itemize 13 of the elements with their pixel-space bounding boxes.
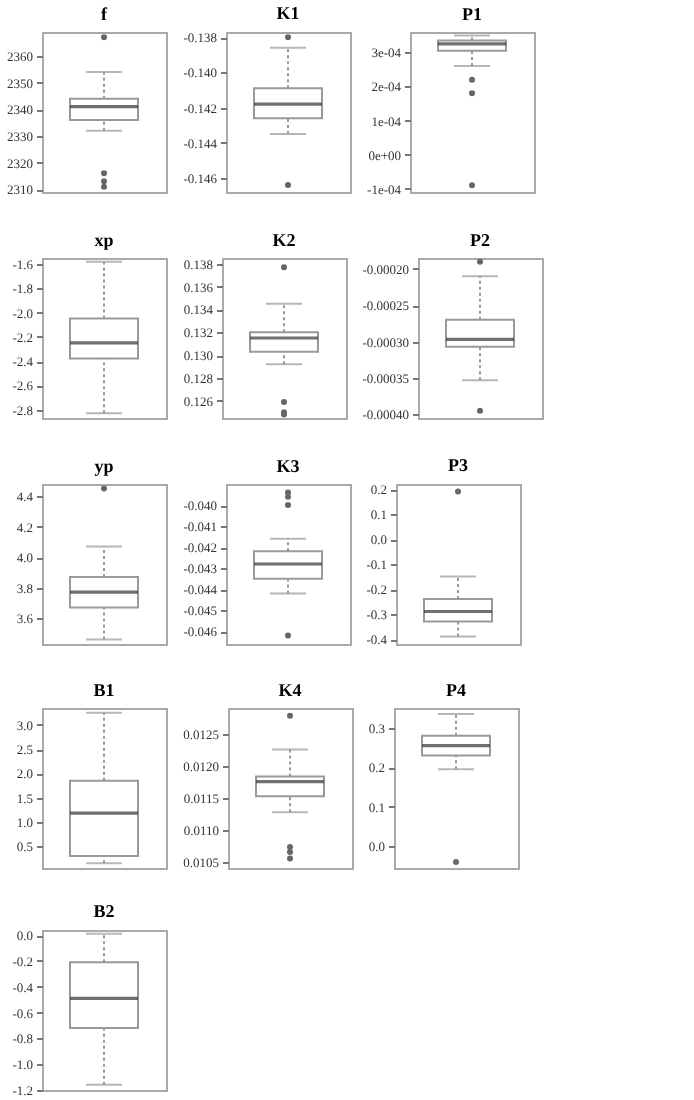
- chart-title: B2: [93, 901, 116, 922]
- chart-title: xp: [94, 230, 114, 250]
- chart-title: P2: [470, 230, 491, 250]
- chart-title: P4: [446, 680, 467, 700]
- chart-title: K4: [278, 680, 303, 700]
- chart-title: B1: [93, 680, 116, 700]
- chart-title: yp: [94, 456, 114, 476]
- chart-title: P3: [448, 455, 469, 475]
- chart-title: K2: [272, 229, 297, 250]
- chart-title: K3: [276, 456, 301, 476]
- chart-title: P1: [462, 4, 483, 24]
- chart-title: K1: [276, 3, 301, 24]
- chart-title: f: [101, 4, 109, 24]
